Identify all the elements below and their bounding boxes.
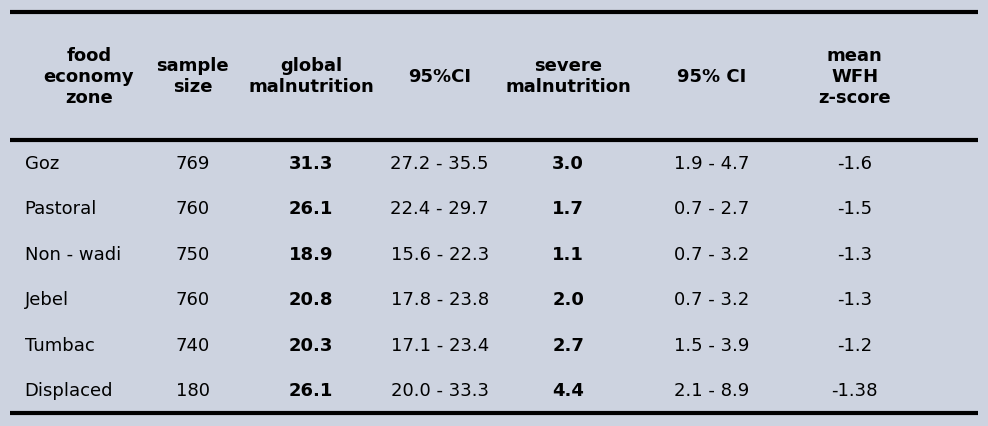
Text: 15.6 - 22.3: 15.6 - 22.3 [390, 245, 489, 263]
Text: -1.38: -1.38 [831, 382, 878, 400]
Text: 1.5 - 3.9: 1.5 - 3.9 [674, 336, 749, 354]
Text: 0.7 - 2.7: 0.7 - 2.7 [674, 200, 749, 218]
Text: sample
size: sample size [156, 58, 229, 96]
Text: -1.3: -1.3 [837, 291, 872, 308]
Text: 760: 760 [176, 200, 209, 218]
Text: food
economy
zone: food economy zone [43, 47, 134, 106]
Text: Tumbac: Tumbac [25, 336, 95, 354]
Text: 740: 740 [176, 336, 209, 354]
Text: 2.1 - 8.9: 2.1 - 8.9 [674, 382, 749, 400]
Text: Goz: Goz [25, 154, 59, 172]
Text: 769: 769 [176, 154, 209, 172]
Text: 760: 760 [176, 291, 209, 308]
Text: Pastoral: Pastoral [25, 200, 97, 218]
Text: 20.0 - 33.3: 20.0 - 33.3 [390, 382, 489, 400]
Text: 31.3: 31.3 [289, 154, 333, 172]
Text: 17.8 - 23.8: 17.8 - 23.8 [390, 291, 489, 308]
Text: -1.3: -1.3 [837, 245, 872, 263]
Text: Displaced: Displaced [25, 382, 114, 400]
Text: 18.9: 18.9 [288, 245, 334, 263]
Text: 95% CI: 95% CI [677, 68, 746, 86]
Text: 0.7 - 3.2: 0.7 - 3.2 [674, 291, 749, 308]
Text: 26.1: 26.1 [289, 382, 333, 400]
Text: severe
malnutrition: severe malnutrition [505, 58, 631, 96]
Text: -1.2: -1.2 [837, 336, 872, 354]
Text: 26.1: 26.1 [289, 200, 333, 218]
Text: 1.1: 1.1 [552, 245, 584, 263]
Text: -1.6: -1.6 [837, 154, 872, 172]
Text: 750: 750 [176, 245, 209, 263]
Text: 95%CI: 95%CI [408, 68, 471, 86]
Text: 17.1 - 23.4: 17.1 - 23.4 [390, 336, 489, 354]
Text: 20.8: 20.8 [288, 291, 334, 308]
Text: 2.0: 2.0 [552, 291, 584, 308]
Text: 2.7: 2.7 [552, 336, 584, 354]
Text: 27.2 - 35.5: 27.2 - 35.5 [390, 154, 489, 172]
Text: -1.5: -1.5 [837, 200, 872, 218]
Text: Non - wadi: Non - wadi [25, 245, 121, 263]
Text: 20.3: 20.3 [289, 336, 333, 354]
Text: global
malnutrition: global malnutrition [248, 58, 374, 96]
Text: 3.0: 3.0 [552, 154, 584, 172]
Text: 1.7: 1.7 [552, 200, 584, 218]
Text: 22.4 - 29.7: 22.4 - 29.7 [390, 200, 489, 218]
Text: Jebel: Jebel [25, 291, 69, 308]
Text: mean
WFH
z-score: mean WFH z-score [818, 47, 891, 106]
Text: 0.7 - 3.2: 0.7 - 3.2 [674, 245, 749, 263]
Text: 1.9 - 4.7: 1.9 - 4.7 [674, 154, 749, 172]
Text: 180: 180 [176, 382, 209, 400]
Text: 4.4: 4.4 [552, 382, 584, 400]
